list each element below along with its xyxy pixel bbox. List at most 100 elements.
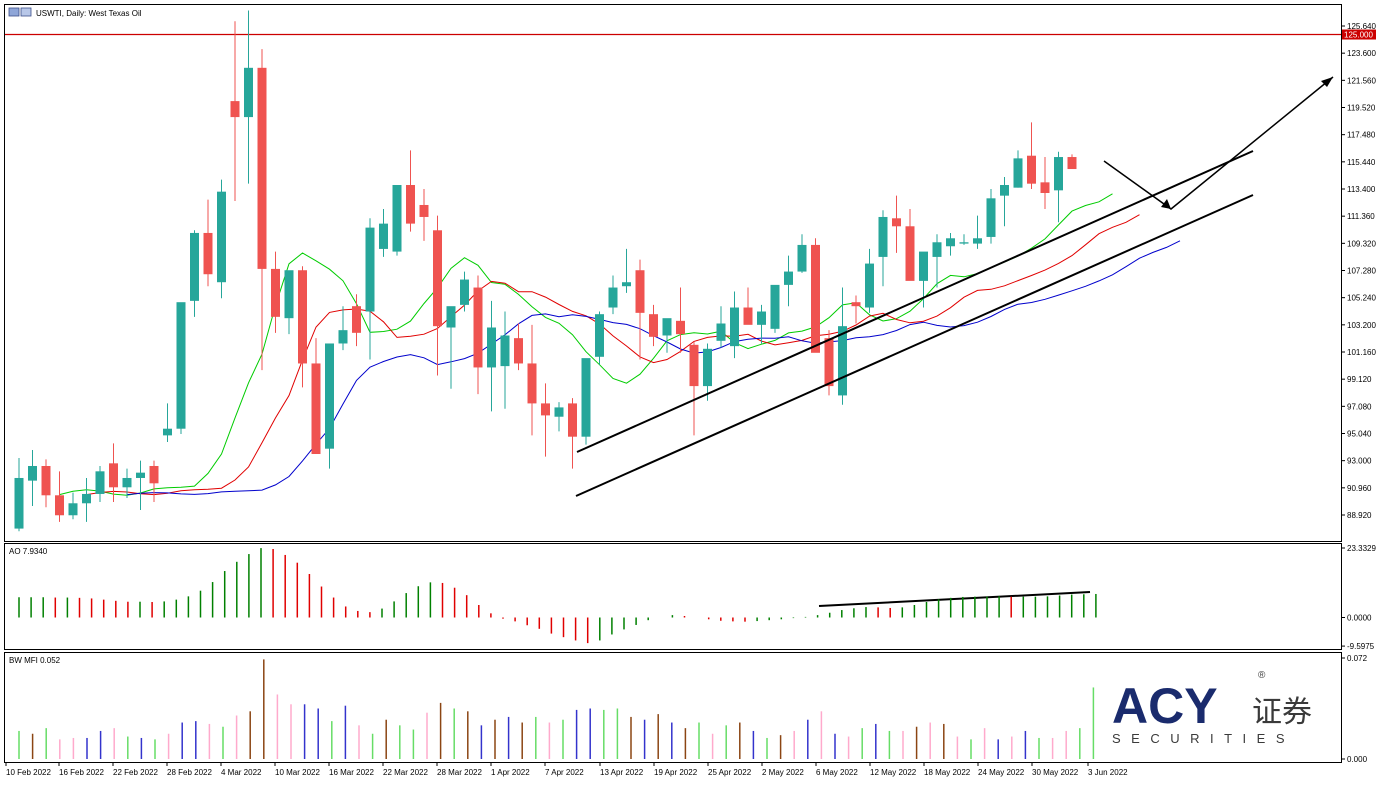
candle-body <box>230 101 240 118</box>
candle <box>82 477 91 522</box>
candle-body <box>662 318 672 336</box>
ao-axis: 23.3329 0.0000 -9.5975 <box>1341 544 1376 651</box>
candle <box>41 459 51 508</box>
candle <box>635 259 645 360</box>
candle <box>622 248 631 293</box>
candle-body <box>892 218 901 227</box>
upper-trend-line <box>576 150 1254 453</box>
candle-body <box>352 306 361 333</box>
candle <box>838 287 847 405</box>
date-tick-label: 13 Apr 2022 <box>600 768 644 777</box>
candle <box>190 230 199 317</box>
candle-body <box>338 330 348 344</box>
candle-body <box>55 495 64 516</box>
candle-body <box>325 343 334 449</box>
candle-body <box>433 230 442 327</box>
candle <box>770 284 780 333</box>
candle-body <box>487 327 496 368</box>
candle <box>554 402 564 432</box>
candle <box>28 450 37 506</box>
projection-arrowhead-down <box>1161 199 1171 209</box>
candle <box>568 398 577 469</box>
candle <box>284 270 294 335</box>
date-tick-label: 16 Feb 2022 <box>59 768 104 777</box>
candle-body <box>1000 185 1009 196</box>
candle-body <box>68 503 78 516</box>
candle-body <box>622 282 631 287</box>
date-tick-label: 2 May 2022 <box>762 768 804 777</box>
candle-body <box>743 307 753 325</box>
price-tick-label: 111.360 <box>1347 212 1375 221</box>
candle <box>743 287 753 325</box>
candle <box>581 358 591 445</box>
candle <box>325 343 334 469</box>
candle-body <box>527 363 537 404</box>
candle <box>244 10 253 184</box>
candle <box>109 443 118 502</box>
price-tick-label: 109.320 <box>1347 239 1376 248</box>
price-tick-label: 99.120 <box>1347 375 1372 384</box>
candle <box>946 232 955 256</box>
date-axis: 10 Feb 2022 16 Feb 2022 22 Feb 2022 28 Feb … <box>5 762 1128 777</box>
mfi-histogram <box>18 659 1095 759</box>
date-tick-label: 25 Apr 2022 <box>708 768 752 777</box>
candle-body <box>244 67 253 118</box>
candle <box>676 287 685 353</box>
date-tick-label: 12 May 2022 <box>870 768 917 777</box>
candle <box>1067 154 1077 170</box>
candle <box>365 218 375 360</box>
date-tick-label: 30 May 2022 <box>1032 768 1079 777</box>
candle <box>689 342 699 436</box>
chart-title: USWTI, Daily: West Texas Oil <box>36 9 142 18</box>
logo-registered-mark: ® <box>1258 670 1266 681</box>
candle-body <box>298 270 307 364</box>
logo-chinese: 证券 <box>1252 695 1312 730</box>
date-tick-label: 19 Apr 2022 <box>654 768 698 777</box>
candle-body <box>838 326 847 396</box>
candle <box>406 150 415 232</box>
candle-body <box>473 287 483 368</box>
candle <box>68 492 78 520</box>
candle <box>757 304 766 344</box>
date-tick-label: 28 Mar 2022 <box>437 768 482 777</box>
candle-body <box>14 477 24 529</box>
price-tick-label: 119.520 <box>1347 104 1376 113</box>
candle-body <box>82 493 91 504</box>
ao-tick-label: 23.3329 <box>1347 544 1376 553</box>
candle-body <box>919 251 928 281</box>
price-tick-label: 95.040 <box>1347 430 1372 439</box>
candle <box>878 210 888 287</box>
candle-body <box>568 403 577 437</box>
candle-body <box>716 323 726 341</box>
mfi-tick-label: 0.000 <box>1347 755 1368 764</box>
candle <box>716 306 726 348</box>
candle <box>257 49 267 371</box>
candle-body <box>649 314 658 337</box>
price-tick-label: 117.480 <box>1347 131 1376 140</box>
price-tick-label: 113.400 <box>1347 185 1376 194</box>
candle <box>649 304 658 347</box>
candle-body <box>730 307 739 347</box>
candle <box>662 318 672 353</box>
candle-body <box>41 465 51 496</box>
candle <box>217 179 226 299</box>
lower-trend-line <box>575 194 1254 497</box>
candle-body <box>365 227 375 312</box>
candle-body <box>460 279 469 305</box>
candle-body <box>1027 155 1036 184</box>
candle <box>446 306 456 389</box>
candle <box>1040 157 1050 209</box>
candle <box>176 302 186 435</box>
candle-body <box>406 185 415 224</box>
price-tick-label: 93.000 <box>1347 457 1372 466</box>
candle <box>392 185 402 256</box>
candle <box>122 468 132 498</box>
logo-securities-text: SECURITIES <box>1112 731 1295 746</box>
candle-body <box>176 302 186 429</box>
candle-body <box>797 244 807 272</box>
candle-body <box>122 477 132 488</box>
date-tick-label: 28 Feb 2022 <box>167 768 212 777</box>
candle <box>595 311 604 365</box>
candle-body <box>608 287 618 308</box>
